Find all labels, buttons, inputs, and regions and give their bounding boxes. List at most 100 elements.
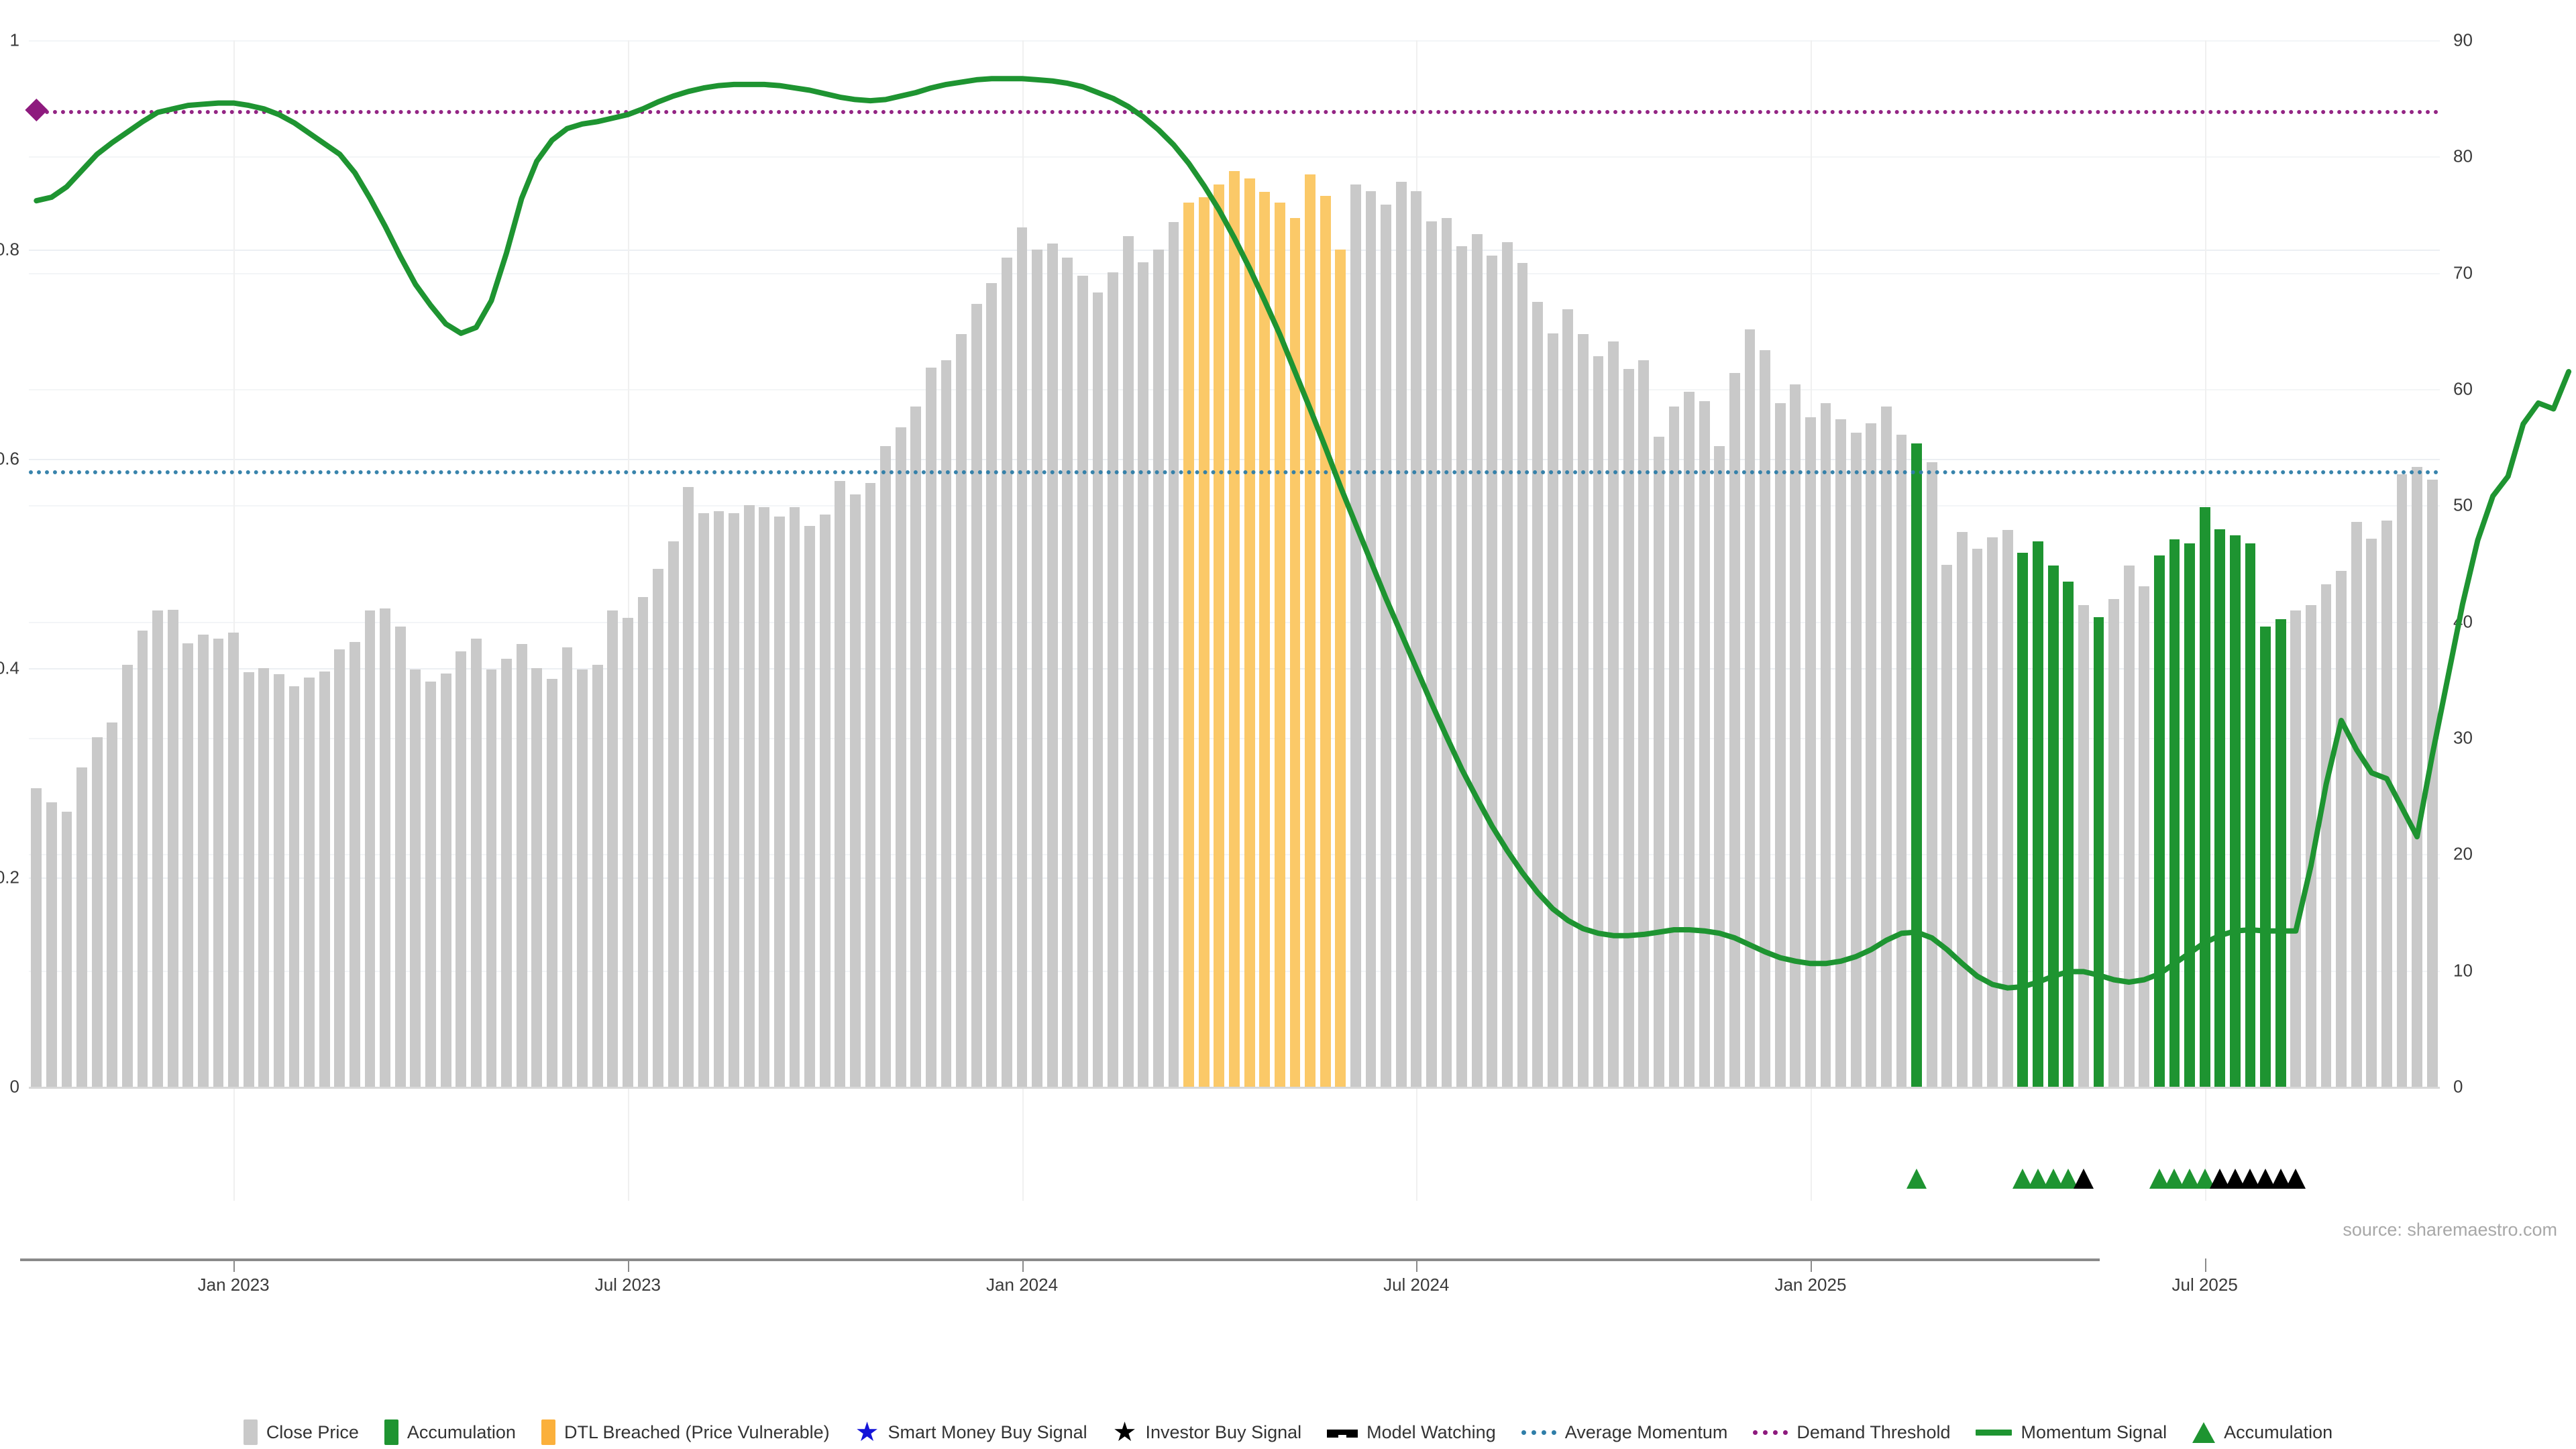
average-momentum-line	[29, 470, 2440, 475]
legend-item[interactable]: ★ Investor Buy Signal	[1113, 1419, 1301, 1446]
left-axis-tick: 0.6	[0, 448, 19, 469]
price-bar	[1122, 235, 1134, 1087]
price-bar	[228, 632, 239, 1087]
price-bar	[486, 669, 497, 1087]
price-bar	[1593, 356, 1604, 1087]
x-axis-label: Jan 2025	[1774, 1275, 1847, 1295]
investor-buy-triangle-marker	[2286, 1169, 2306, 1189]
accumulation-marker-row	[0, 1169, 2576, 1195]
x-axis-tick	[627, 1258, 629, 1272]
price-bar	[1972, 549, 1983, 1087]
price-bar	[835, 480, 846, 1087]
price-bar	[1820, 403, 1831, 1087]
price-bar	[1623, 368, 1634, 1087]
price-bar	[683, 487, 694, 1087]
price-bar	[1108, 272, 1119, 1087]
price-bar	[1881, 407, 1892, 1087]
price-bar	[1229, 171, 1240, 1087]
x-axis-label: Jul 2023	[594, 1275, 661, 1295]
price-bar	[698, 513, 709, 1087]
x-axis-label: Jul 2025	[2171, 1275, 2238, 1295]
price-bar	[319, 671, 330, 1087]
investor-star-icon: ★	[1112, 1417, 1137, 1447]
price-bar	[1153, 250, 1164, 1087]
legend-label: Average Momentum	[1564, 1421, 1728, 1442]
price-bar	[198, 635, 209, 1087]
price-bar	[849, 494, 861, 1087]
price-bar	[1699, 401, 1710, 1087]
price-bar	[1259, 192, 1271, 1087]
price-bar	[46, 802, 57, 1087]
right-axis-tick: 40	[2453, 611, 2473, 632]
price-bar	[622, 618, 633, 1087]
right-axis-tick: 90	[2453, 30, 2473, 50]
price-bar	[1274, 202, 1285, 1087]
price-bar	[1198, 197, 1210, 1087]
x-axis-line	[20, 1258, 2100, 1261]
price-bar	[956, 334, 967, 1087]
x-axis-label: Jan 2024	[986, 1275, 1059, 1295]
price-bar	[1092, 292, 1104, 1087]
right-axis-tick: 20	[2453, 843, 2473, 864]
legend-item[interactable]: Accumulation	[384, 1419, 516, 1445]
legend-item[interactable]: Close Price	[243, 1419, 359, 1445]
legend-item[interactable]: Average Momentum	[1521, 1421, 1728, 1443]
price-bar	[2260, 626, 2271, 1087]
price-bar	[804, 525, 815, 1087]
price-bar	[1987, 537, 1998, 1087]
price-bar	[729, 513, 739, 1087]
x-axis-label: Jul 2024	[1383, 1275, 1450, 1295]
price-bar	[410, 669, 421, 1087]
price-bar	[1684, 392, 1695, 1087]
price-bar	[288, 686, 300, 1087]
price-bar	[61, 811, 72, 1087]
left-axis-tick: 1	[9, 30, 19, 50]
legend-label: Model Watching	[1366, 1421, 1496, 1442]
price-bar	[2229, 535, 2241, 1087]
price-bar	[713, 511, 724, 1087]
price-bar	[653, 568, 663, 1087]
accumulation-swatch-icon	[384, 1419, 398, 1445]
price-bar	[971, 304, 982, 1087]
legend-item[interactable]: Demand Threshold	[1753, 1422, 1950, 1443]
price-bar	[607, 610, 619, 1087]
price-bar	[819, 514, 830, 1087]
accumulation-triangle-marker	[1907, 1169, 1927, 1189]
price-bar	[470, 639, 482, 1087]
price-bar	[2169, 539, 2180, 1087]
accumulation-triangle-icon	[2192, 1421, 2216, 1443]
price-bar	[941, 360, 952, 1087]
price-bar	[1729, 373, 1740, 1087]
x-axis-tick	[1022, 1258, 1024, 1272]
legend-item[interactable]: DTL Breached (Price Vulnerable)	[541, 1419, 830, 1445]
price-bar	[152, 610, 164, 1087]
price-bar	[1350, 184, 1361, 1087]
price-bar	[1032, 250, 1043, 1087]
smart-money-star-icon: ★	[855, 1417, 879, 1447]
price-bar	[1532, 302, 1543, 1087]
price-bar	[2412, 467, 2422, 1087]
close-price-swatch-icon	[243, 1419, 258, 1445]
legend-label: Accumulation	[407, 1421, 516, 1442]
price-bar	[1214, 184, 1225, 1087]
price-bar	[334, 649, 345, 1087]
price-bar	[1896, 435, 1907, 1087]
legend-item[interactable]: Model Watching	[1327, 1422, 1496, 1443]
price-bar	[122, 665, 133, 1087]
price-bar	[773, 516, 785, 1087]
price-bar	[1335, 250, 1346, 1087]
price-bar	[1501, 242, 1513, 1087]
right-y-axis: 0 10 20 30 40 50 60 70 80 90	[2440, 30, 2576, 1097]
price-bar	[1866, 423, 1877, 1087]
price-bar	[380, 608, 391, 1087]
price-bar	[1760, 350, 1771, 1087]
price-bar	[107, 722, 118, 1087]
legend-item[interactable]: Momentum Signal	[1976, 1422, 2167, 1443]
price-bar	[364, 610, 376, 1087]
price-bar	[1046, 243, 1058, 1087]
legend-item[interactable]: Accumulation	[2192, 1421, 2332, 1443]
price-bar	[1016, 227, 1028, 1087]
price-bar	[1320, 196, 1331, 1087]
legend-item[interactable]: ★ Smart Money Buy Signal	[855, 1419, 1087, 1446]
price-bar	[637, 596, 649, 1087]
